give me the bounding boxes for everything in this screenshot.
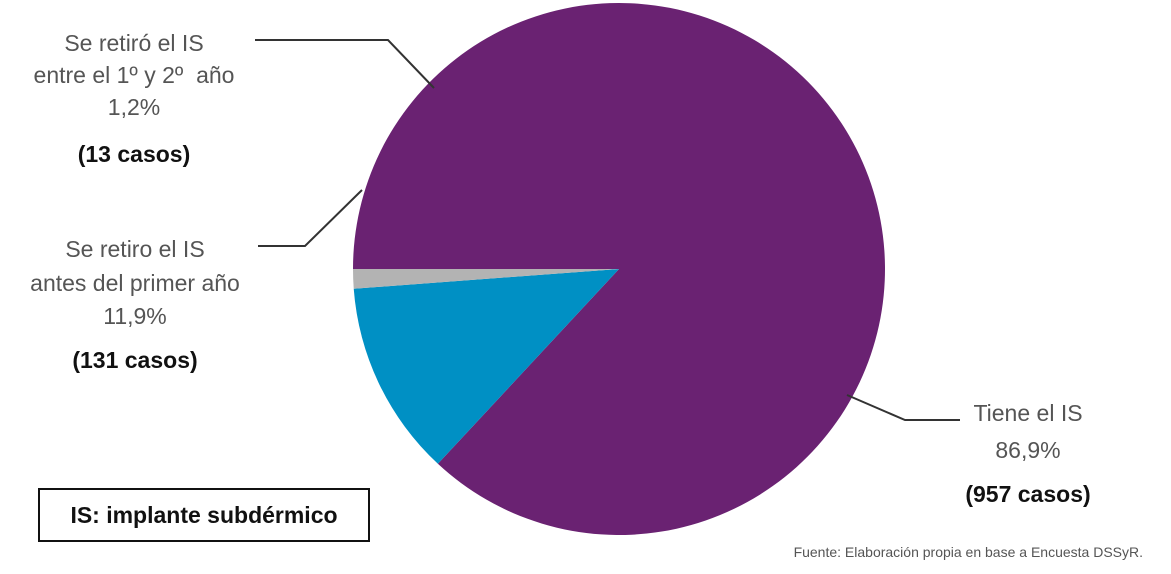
leader-line-retiro-1-2 xyxy=(255,39,435,89)
abbreviation-note: IS: implante subdérmico xyxy=(70,501,338,528)
leader-line-tiene xyxy=(846,394,960,421)
slice-count-retiro-primer-ano: (131 casos) xyxy=(72,347,197,373)
pie-slice-retiro-1-2 xyxy=(353,269,619,289)
slice-percent-retiro-1-2: 1,2% xyxy=(108,94,160,120)
slice-labels: Se retiró el IS entre el 1º y 2º año 1,2… xyxy=(30,30,1091,507)
slice-label-retiro-1-2-line2: entre el 1º y 2º año xyxy=(34,62,235,88)
slice-percent-tiene: 86,9% xyxy=(995,437,1060,463)
slice-label-retiro-primer-ano-line1: Se retiro el IS xyxy=(65,236,204,262)
slice-count-tiene: (957 casos) xyxy=(965,481,1090,507)
abbreviation-note-box: IS: implante subdérmico xyxy=(38,488,370,542)
slice-label-tiene: Tiene el IS xyxy=(973,400,1082,426)
slice-percent-retiro-primer-ano: 11,9% xyxy=(103,303,167,329)
pie-slice-retiro-primer-ano xyxy=(353,269,619,464)
slice-label-retiro-primer-ano-line2: antes del primer año xyxy=(30,270,240,296)
leader-line-retiro-primer-ano xyxy=(258,189,363,247)
slice-count-retiro-1-2: (13 casos) xyxy=(78,141,191,167)
leader-lines xyxy=(255,39,960,421)
slice-label-retiro-1-2-line1: Se retiró el IS xyxy=(64,30,203,56)
pie-slices xyxy=(353,2,886,535)
pie-slice-tiene xyxy=(353,2,886,535)
source-note: Fuente: Elaboración propia en base a Enc… xyxy=(793,544,1143,560)
